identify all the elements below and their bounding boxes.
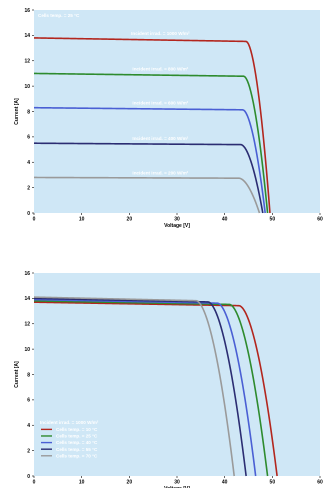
series-line-1: [33, 72, 269, 214]
y-tick-label: 16: [24, 8, 30, 14]
x-tick-label: 50: [270, 480, 276, 486]
legend-entry-2: Cells temp. = 40 °C: [56, 440, 98, 445]
series-label-4: Incident irrad. = 200 W/m²: [132, 170, 188, 175]
legend-entry-0: Cells temp. = 10 °C: [56, 427, 98, 432]
series-line-3: [33, 142, 264, 214]
temperature-annotation: Cells temp. = 25 °C: [38, 13, 80, 18]
series-line-0: [33, 37, 271, 214]
x-tick-label: 10: [79, 217, 85, 223]
x-tick-label: 20: [127, 480, 133, 486]
y-tick-label: 14: [24, 33, 30, 39]
y-tick-label: 8: [27, 372, 30, 378]
legend-entry-1: Cells temp. = 25 °C: [56, 434, 98, 439]
y-tick-label: 12: [24, 59, 30, 65]
x-tick-label: 60: [317, 480, 323, 486]
y-tick-label: 4: [27, 160, 30, 166]
series-line-3: [33, 297, 247, 477]
x-tick-label: 30: [174, 480, 180, 486]
series-label-2: Incident irrad. = 600 W/m²: [132, 101, 188, 106]
series-line-2: [33, 106, 266, 214]
y-tick-label: 2: [27, 448, 30, 454]
x-tick-label: 20: [127, 217, 133, 223]
x-tick-label: 60: [317, 217, 323, 223]
y-axis-label: Current [A]: [14, 98, 20, 125]
legend-title: Incident irrad. = 1000 W/m²: [40, 420, 99, 425]
chart-irradiance: 0 2 4 6 8 10 12 14 16 0 10 20 30 40 50 60 Voltage [V] Cur…: [14, 8, 323, 229]
x-tick-label: 40: [222, 217, 228, 223]
y-tick-label: 12: [24, 322, 30, 328]
y-tick-label: 0: [27, 474, 30, 480]
x-axis-label: Voltage [V]: [164, 223, 190, 229]
y-tick-label: 10: [24, 347, 30, 353]
series-line-4: [33, 296, 235, 477]
y-tick-label: 6: [27, 135, 30, 141]
x-tick-label: 0: [33, 217, 36, 223]
y-axis-label: Current [A]: [14, 361, 20, 388]
series-line-4: [33, 176, 261, 214]
y-tick-label: 14: [24, 296, 30, 302]
x-tick-label: 40: [222, 480, 228, 486]
legend-entry-3: Cells temp. = 55 °C: [56, 447, 98, 452]
y-tick-label: 10: [24, 84, 30, 90]
plot-area: [34, 10, 320, 213]
series-line-2: [33, 298, 257, 477]
series-line-1: [33, 300, 269, 477]
x-axis-label: Voltage [V]: [164, 486, 190, 488]
series-label-3: Incident irrad. = 400 W/m²: [132, 136, 188, 141]
y-tick-label: 0: [27, 211, 30, 217]
x-tick-label: 10: [79, 480, 85, 486]
series-label-1: Incident irrad. = 800 W/m²: [132, 66, 188, 71]
y-tick-label: 4: [27, 423, 30, 429]
chart-temperature: 0 2 4 6 8 10 12 14 16 0 10 20 30 40 50 60 Voltage [V] Cur…: [14, 271, 323, 488]
series-label-0: Incident irrad. = 1000 W/m²: [131, 31, 190, 36]
x-tick-label: 0: [33, 480, 36, 486]
y-tick-label: 2: [27, 185, 30, 191]
x-tick-label: 30: [174, 217, 180, 223]
legend-entry-4: Cells temp. = 70 °C: [56, 453, 98, 458]
y-tick-label: 16: [24, 271, 30, 277]
series-line-0: [33, 301, 278, 477]
y-tick-label: 8: [27, 109, 30, 115]
x-tick-label: 50: [270, 217, 276, 223]
y-tick-label: 6: [27, 398, 30, 404]
